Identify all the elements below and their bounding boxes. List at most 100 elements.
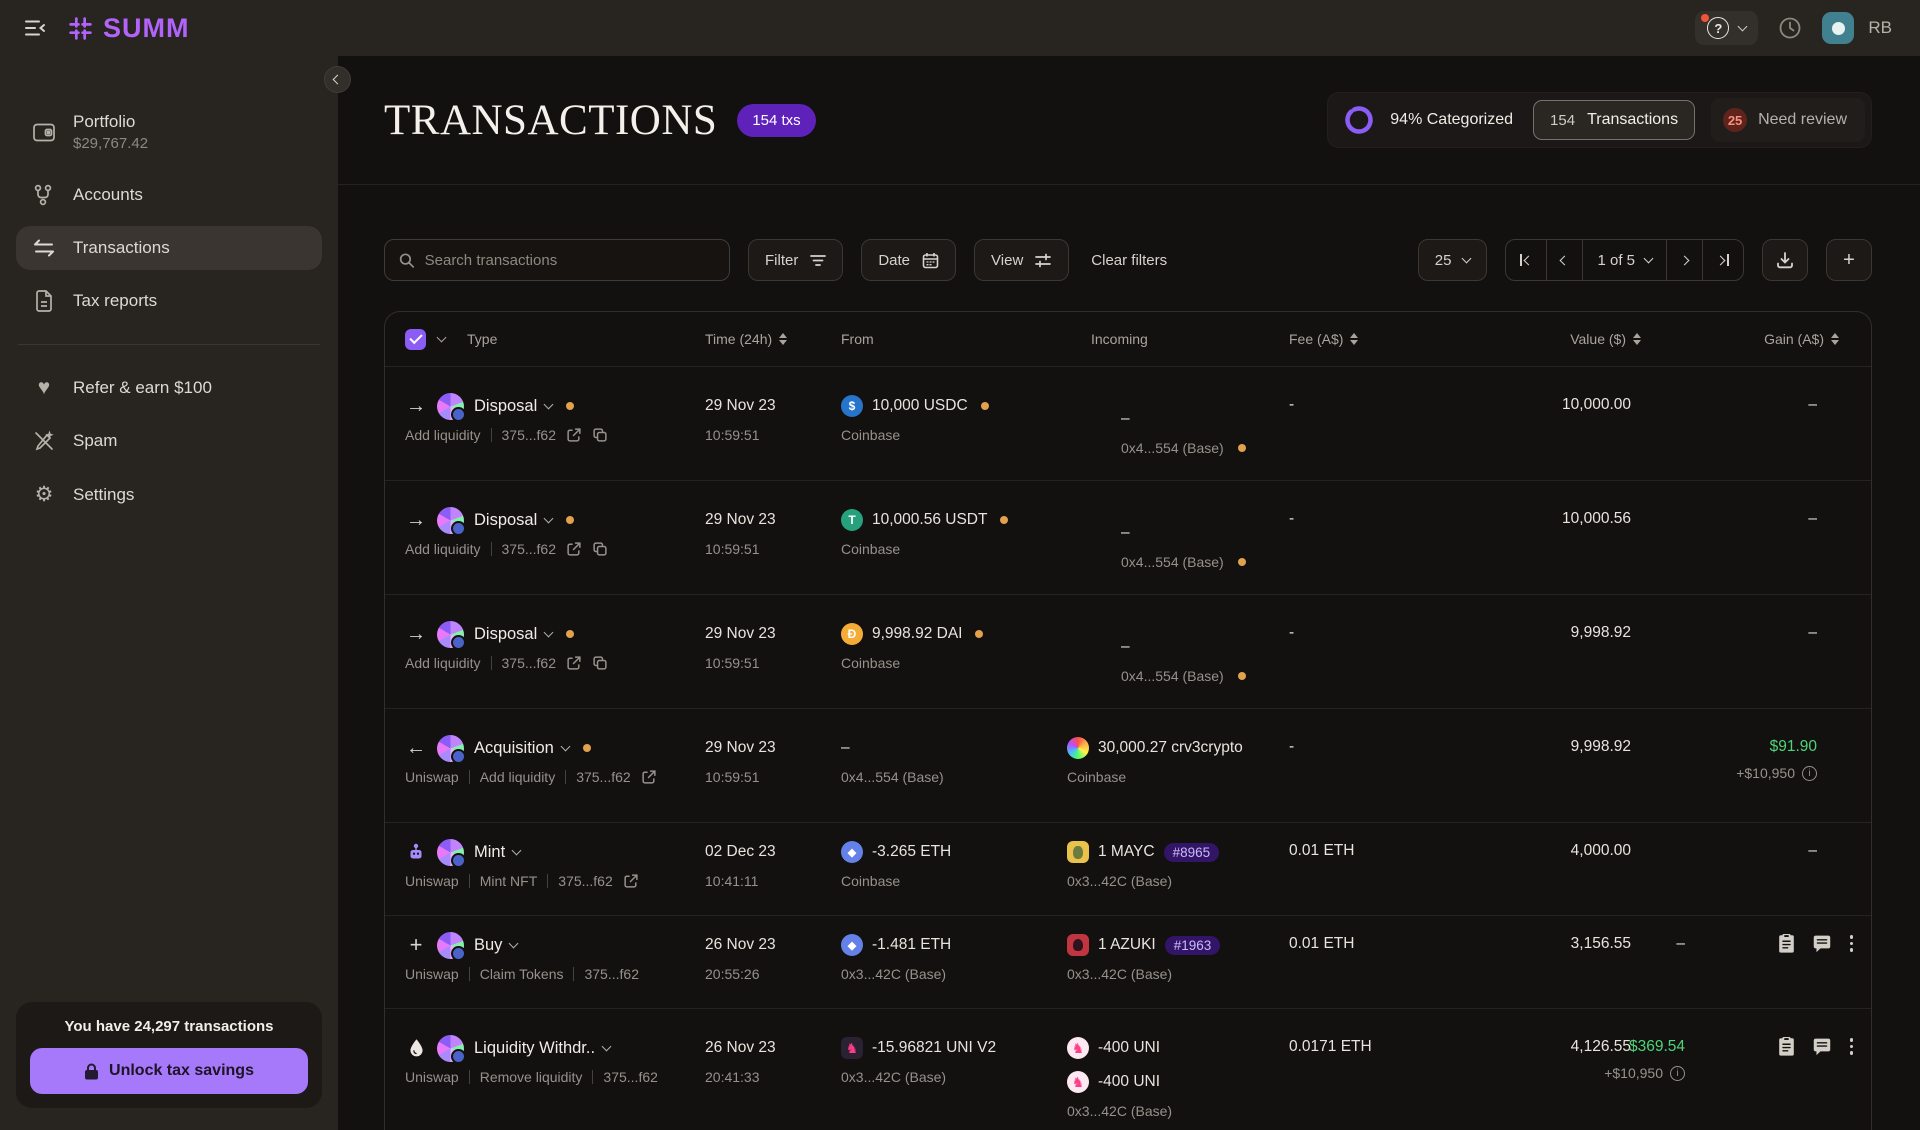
sort-icon[interactable]: [1633, 333, 1641, 345]
page-indicator[interactable]: 1 of 5: [1583, 240, 1667, 280]
date-button[interactable]: Date: [861, 239, 957, 281]
tx-meta-label: 375...f62: [603, 1069, 658, 1085]
category-avatar: [437, 838, 466, 868]
sidebar-item-settings[interactable]: ⚙ Settings: [16, 472, 322, 517]
first-page-button[interactable]: [1506, 240, 1548, 280]
type-label[interactable]: Disposal: [474, 624, 538, 643]
external-icon[interactable]: [623, 873, 639, 889]
type-cell: → Disposal Add liquidity 375...f62: [405, 481, 705, 594]
page-size-value: 25: [1434, 251, 1452, 269]
sidebar-item-accounts[interactable]: Accounts: [16, 172, 322, 218]
sidebar-item-refer-earn-100[interactable]: ♥ Refer & earn $100: [16, 365, 322, 410]
need-review-button[interactable]: 25 Need review: [1711, 98, 1865, 142]
notes-clipboard-icon[interactable]: [1777, 1036, 1796, 1056]
prev-page-button[interactable]: [1547, 240, 1584, 280]
transaction-row[interactable]: Mint Uniswap Mint NFT 375...f62 02 Dec 23 10:…: [385, 822, 1871, 915]
external-icon[interactable]: [641, 769, 657, 785]
sort-icon[interactable]: [1350, 333, 1359, 345]
type-dropdown-chevron-icon[interactable]: [543, 627, 554, 638]
type-dropdown-chevron-icon[interactable]: [543, 399, 554, 410]
info-icon[interactable]: i: [1670, 1065, 1685, 1081]
type-dropdown-chevron-icon[interactable]: [560, 741, 571, 752]
tx-date: 29 Nov 23: [705, 739, 776, 756]
sort-icon[interactable]: [1831, 333, 1839, 345]
type-label[interactable]: Acquisition: [474, 738, 554, 757]
status-dot: [1237, 558, 1246, 566]
select-dropdown-chevron-icon[interactable]: [436, 332, 447, 343]
tx-time: 10:59:51: [705, 541, 760, 557]
asset-amount: 9,998.92 DAI: [872, 625, 963, 642]
external-icon[interactable]: [566, 427, 582, 443]
arrow-right-icon: →: [406, 508, 426, 531]
clear-filters-button[interactable]: Clear filters: [1087, 252, 1171, 269]
sidebar-collapse-button[interactable]: [324, 66, 351, 93]
add-transaction-button[interactable]: +: [1826, 239, 1872, 281]
tx-meta-label: 375...f62: [501, 427, 557, 443]
sidebar-item-label: Refer & earn $100: [73, 377, 212, 397]
sidebar-item-spam[interactable]: Spam: [16, 418, 322, 464]
external-icon[interactable]: [566, 655, 582, 671]
transaction-row[interactable]: → Disposal Add liquidity 375...f62 29 Nov 23…: [385, 366, 1871, 480]
arrow-right-icon: →: [406, 394, 426, 417]
sidebar-item-portfolio[interactable]: Portfolio $29,767.42: [16, 100, 322, 164]
type-dropdown-chevron-icon[interactable]: [511, 845, 522, 856]
help-button[interactable]: ?: [1695, 11, 1759, 45]
transaction-row[interactable]: → Disposal Add liquidity 375...f62 29 Nov 23…: [385, 480, 1871, 594]
column-from[interactable]: From: [841, 331, 874, 347]
column-incoming[interactable]: Incoming: [1091, 331, 1148, 347]
filter-button[interactable]: Filter: [748, 239, 844, 281]
history-clock-icon[interactable]: [1778, 16, 1802, 40]
eth-token-icon: ◆: [841, 841, 863, 863]
asset-entry: ◆ -1.481 ETH: [841, 932, 1067, 958]
column-fee[interactable]: Fee (A$): [1289, 331, 1344, 347]
type-label[interactable]: Disposal: [474, 396, 538, 415]
type-dropdown-chevron-icon[interactable]: [508, 938, 519, 949]
address-label: Coinbase: [841, 873, 901, 889]
sidebar-item-tax-reports[interactable]: Tax reports: [16, 278, 322, 324]
last-page-button[interactable]: [1703, 240, 1743, 280]
page-size-select[interactable]: 25: [1417, 239, 1488, 281]
transaction-row[interactable]: → Disposal Add liquidity 375...f62 29 Nov 23…: [385, 594, 1871, 708]
transactions-filter-button[interactable]: 154 Transactions: [1533, 100, 1696, 140]
copy-icon[interactable]: [592, 541, 608, 557]
copy-icon[interactable]: [592, 655, 608, 671]
type-label[interactable]: Disposal: [474, 510, 538, 529]
transaction-row[interactable]: ← Acquisition Uniswap Add liquidity 375...f6…: [385, 708, 1871, 822]
comment-icon[interactable]: [1812, 1037, 1832, 1056]
search-input[interactable]: [424, 251, 715, 269]
sort-icon[interactable]: [779, 333, 788, 345]
nft-id-badge[interactable]: #1963: [1164, 935, 1221, 955]
type-label[interactable]: Mint: [474, 842, 506, 861]
transaction-row[interactable]: Liquidity Withdr.. Uniswap Remove liquidit…: [385, 1008, 1871, 1122]
notes-clipboard-icon[interactable]: [1777, 933, 1796, 953]
separator: [468, 874, 470, 888]
type-dropdown-chevron-icon[interactable]: [543, 513, 554, 524]
copy-icon[interactable]: [592, 427, 608, 443]
search-box[interactable]: [384, 239, 730, 281]
column-gain[interactable]: Gain (A$): [1764, 331, 1824, 347]
column-value[interactable]: Value ($): [1570, 331, 1626, 347]
comment-icon[interactable]: [1812, 934, 1832, 953]
type-label[interactable]: Buy: [474, 935, 503, 954]
transaction-row[interactable]: + Buy Uniswap Claim Tokens 375...f62 26 Nov 2…: [385, 915, 1871, 1008]
type-label[interactable]: Liquidity Withdr..: [474, 1038, 596, 1057]
value-cell: 4,000.00: [1570, 842, 1631, 859]
tx-time: 20:55:26: [705, 966, 760, 982]
info-icon[interactable]: i: [1802, 765, 1817, 781]
view-button[interactable]: View: [974, 239, 1070, 281]
column-time[interactable]: Time (24h): [705, 331, 773, 347]
sidebar-collapse-menu-icon[interactable]: [22, 14, 50, 42]
external-icon[interactable]: [566, 541, 582, 557]
more-options-icon[interactable]: [1848, 933, 1856, 954]
sidebar-item-transactions[interactable]: Transactions: [16, 226, 322, 270]
user-avatar[interactable]: [1822, 12, 1855, 44]
unlock-tax-savings-button[interactable]: Unlock tax savings: [30, 1048, 308, 1094]
next-page-button[interactable]: [1667, 240, 1703, 280]
nft-id-badge[interactable]: #8965: [1163, 842, 1220, 862]
more-options-icon[interactable]: [1848, 1036, 1856, 1057]
download-button[interactable]: [1762, 239, 1808, 281]
select-all-checkbox[interactable]: [405, 328, 426, 350]
app-logo[interactable]: SUMM: [68, 13, 190, 44]
column-type[interactable]: Type: [467, 331, 498, 347]
type-dropdown-chevron-icon[interactable]: [601, 1041, 612, 1052]
